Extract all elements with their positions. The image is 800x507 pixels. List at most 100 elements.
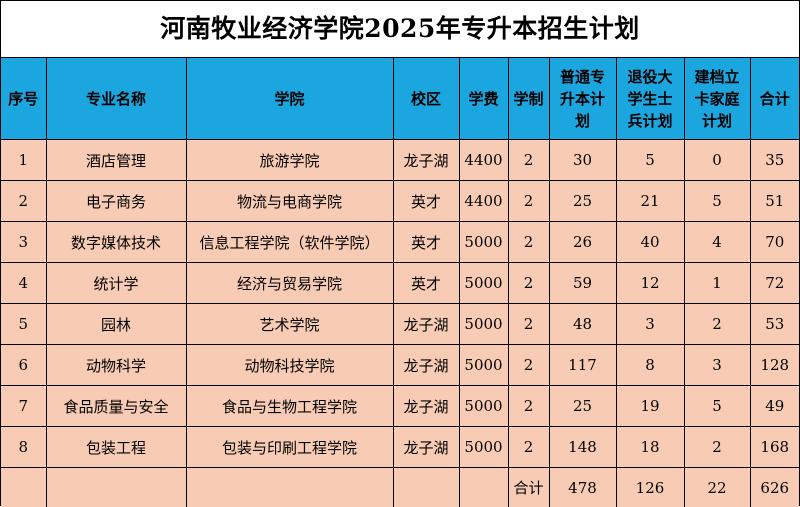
table-cell: 53 xyxy=(750,304,799,345)
table-cell: 26 xyxy=(549,222,616,263)
table-cell: 旅游学院 xyxy=(186,140,393,181)
table-cell: 25 xyxy=(549,386,616,427)
table-cell: 4400 xyxy=(459,181,508,222)
table-cell: 物流与电商学院 xyxy=(186,181,393,222)
table-row: 7 食品质量与安全 食品与生物工程学院 龙子湖 5000 2 25 19 5 4… xyxy=(1,386,799,427)
table-cell: 食品与生物工程学院 xyxy=(186,386,393,427)
table-cell: 英才 xyxy=(393,181,459,222)
table-cell: 18 xyxy=(616,427,684,468)
table-cell: 30 xyxy=(549,140,616,181)
table-cell: 龙子湖 xyxy=(393,386,459,427)
table-cell: 1 xyxy=(1,140,46,181)
total-regular: 478 xyxy=(549,468,616,507)
table-cell: 21 xyxy=(616,181,684,222)
table-cell: 5000 xyxy=(459,345,508,386)
table-cell: 5 xyxy=(1,304,46,345)
grand-total: 626 xyxy=(750,468,799,507)
table-row: 8 包装工程 包装与印刷工程学院 龙子湖 5000 2 148 18 2 168 xyxy=(1,427,799,468)
table-cell: 4 xyxy=(684,222,750,263)
table-cell: 信息工程学院（软件学院） xyxy=(186,222,393,263)
table-cell: 6 xyxy=(1,345,46,386)
table-cell: 电子商务 xyxy=(46,181,186,222)
table-cell: 51 xyxy=(750,181,799,222)
table-cell: 128 xyxy=(750,345,799,386)
table-cell xyxy=(1,468,46,507)
header-cell: 校区 xyxy=(393,58,459,140)
header-cell: 专业名称 xyxy=(46,58,186,140)
table-cell: 包装工程 xyxy=(46,427,186,468)
table-cell: 59 xyxy=(549,263,616,304)
table-cell: 35 xyxy=(750,140,799,181)
table-cell: 4400 xyxy=(459,140,508,181)
table-cell: 5 xyxy=(684,181,750,222)
table-cell: 2 xyxy=(508,304,549,345)
table-cell: 25 xyxy=(549,181,616,222)
table-cell: 食品质量与安全 xyxy=(46,386,186,427)
table-cell: 2 xyxy=(508,181,549,222)
header-cell: 普通专 升本计 划 xyxy=(549,58,616,140)
enrollment-table: 序号 专业名称 学院 校区 学费 学制 普通专 升本计 划 退役大 学生士 兵计… xyxy=(1,58,799,507)
header-cell: 合计 xyxy=(750,58,799,140)
table-cell: 龙子湖 xyxy=(393,345,459,386)
table-cell: 72 xyxy=(750,263,799,304)
table-cell xyxy=(393,468,459,507)
table-cell: 148 xyxy=(549,427,616,468)
table-cell: 统计学 xyxy=(46,263,186,304)
table-cell xyxy=(46,468,186,507)
table-cell: 龙子湖 xyxy=(393,140,459,181)
table-row: 4 统计学 经济与贸易学院 英才 5000 2 59 12 1 72 xyxy=(1,263,799,304)
table-cell: 3 xyxy=(1,222,46,263)
table-cell: 117 xyxy=(549,345,616,386)
table-cell: 2 xyxy=(1,181,46,222)
table-cell: 5 xyxy=(616,140,684,181)
table-cell: 168 xyxy=(750,427,799,468)
table-cell: 70 xyxy=(750,222,799,263)
page-title: 河南牧业经济学院2025年专升本招生计划 xyxy=(1,1,799,58)
table-cell xyxy=(459,468,508,507)
table-cell: 园林 xyxy=(46,304,186,345)
table-cell: 英才 xyxy=(393,263,459,304)
table-row: 1 酒店管理 旅游学院 龙子湖 4400 2 30 5 0 35 xyxy=(1,140,799,181)
table-cell: 酒店管理 xyxy=(46,140,186,181)
header-cell: 序号 xyxy=(1,58,46,140)
header-cell: 学制 xyxy=(508,58,549,140)
table-cell: 2 xyxy=(508,140,549,181)
header-cell: 退役大 学生士 兵计划 xyxy=(616,58,684,140)
table-cell: 龙子湖 xyxy=(393,427,459,468)
totals-label: 合计 xyxy=(508,468,549,507)
header-row: 序号 专业名称 学院 校区 学费 学制 普通专 升本计 划 退役大 学生士 兵计… xyxy=(1,58,799,140)
table-cell: 48 xyxy=(549,304,616,345)
table-cell: 12 xyxy=(616,263,684,304)
header-cell: 学费 xyxy=(459,58,508,140)
total-poverty: 22 xyxy=(684,468,750,507)
table-cell: 3 xyxy=(684,345,750,386)
table-cell: 5 xyxy=(684,386,750,427)
table-cell: 2 xyxy=(508,386,549,427)
table-cell: 2 xyxy=(684,304,750,345)
table-cell: 动物科技学院 xyxy=(186,345,393,386)
table-row: 3 数字媒体技术 信息工程学院（软件学院） 英才 5000 2 26 40 4 … xyxy=(1,222,799,263)
table-cell: 8 xyxy=(1,427,46,468)
table-cell: 2 xyxy=(508,427,549,468)
table-cell: 5000 xyxy=(459,304,508,345)
table-cell: 经济与贸易学院 xyxy=(186,263,393,304)
table-cell: 1 xyxy=(684,263,750,304)
table-cell: 19 xyxy=(616,386,684,427)
table-cell: 2 xyxy=(508,345,549,386)
table-cell: 5000 xyxy=(459,222,508,263)
table-cell xyxy=(186,468,393,507)
totals-row: 合计 478 126 22 626 xyxy=(1,468,799,507)
header-cell: 学院 xyxy=(186,58,393,140)
table-cell: 5000 xyxy=(459,427,508,468)
table-cell: 数字媒体技术 xyxy=(46,222,186,263)
table-cell: 49 xyxy=(750,386,799,427)
table-cell: 7 xyxy=(1,386,46,427)
table-cell: 动物科学 xyxy=(46,345,186,386)
table-cell: 3 xyxy=(616,304,684,345)
table-cell: 4 xyxy=(1,263,46,304)
table-cell: 英才 xyxy=(393,222,459,263)
table-cell: 艺术学院 xyxy=(186,304,393,345)
table-cell: 龙子湖 xyxy=(393,304,459,345)
total-veteran: 126 xyxy=(616,468,684,507)
table-cell: 40 xyxy=(616,222,684,263)
